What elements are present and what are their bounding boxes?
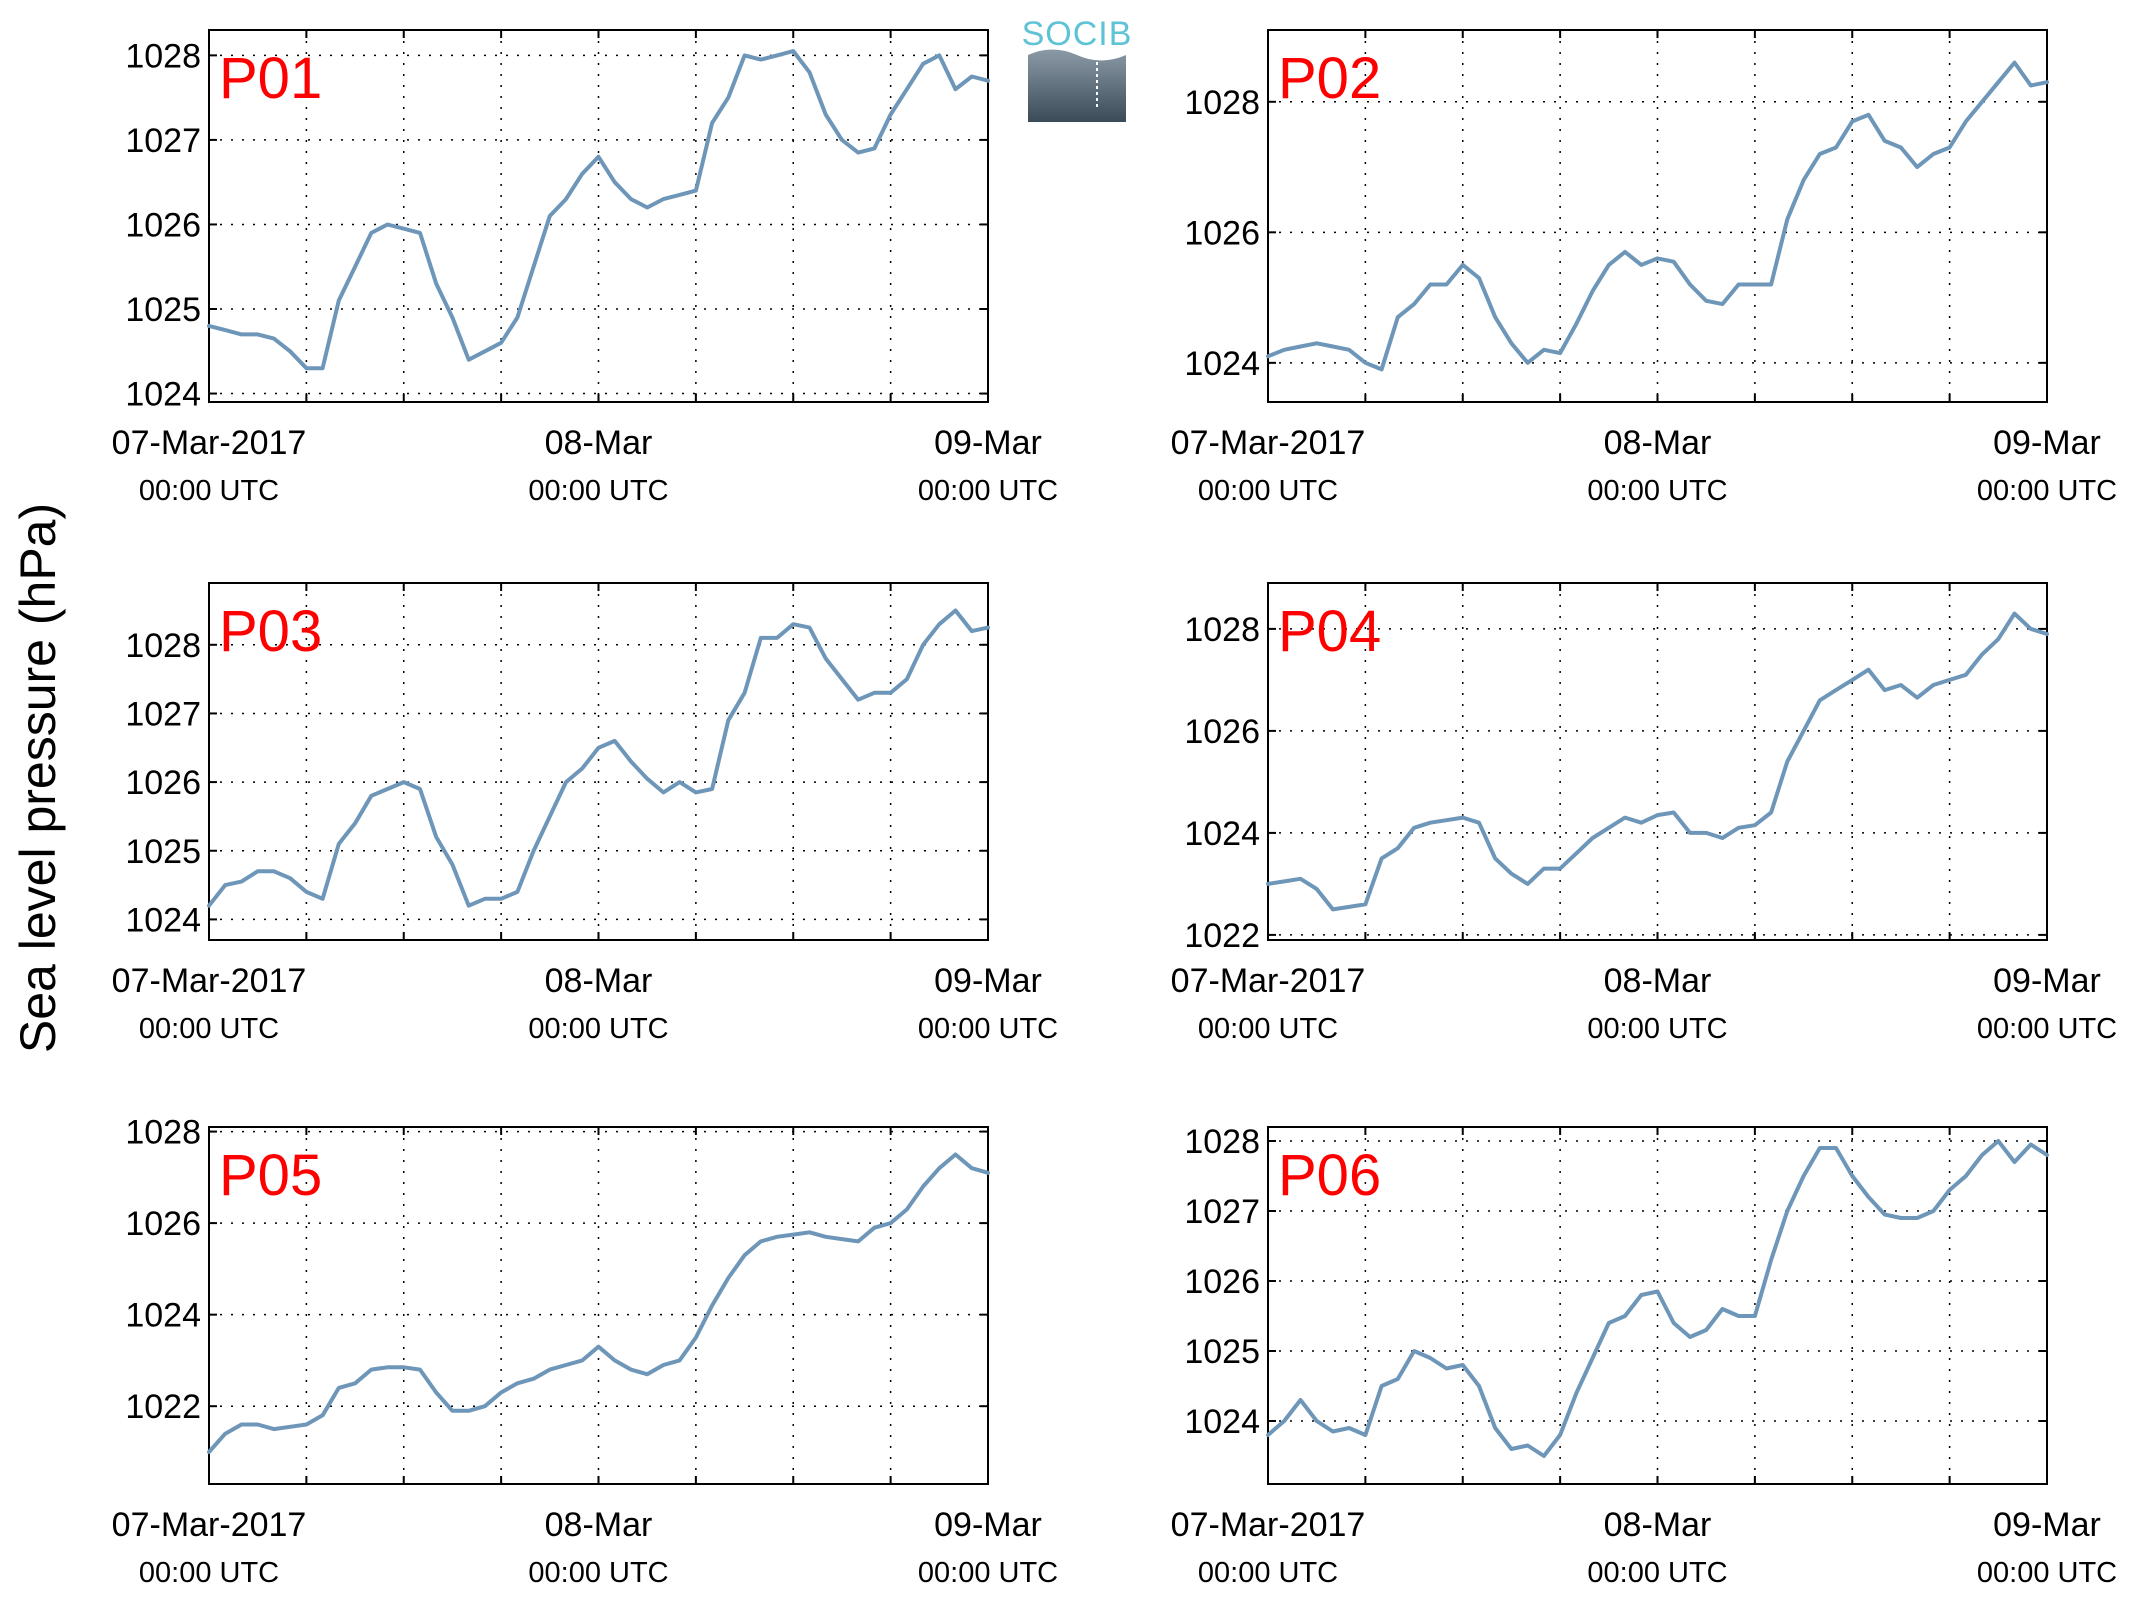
panel-p01-xtick-label: 07-Mar-2017 <box>112 424 307 462</box>
panel-p04-label: P04 <box>1278 599 1381 664</box>
panel-p03: 1024 1025 1026 1027 1028 07-Mar-2017 00:00 UTC… <box>112 582 1058 1045</box>
panels-group: 1024 1025 1026 1027 1028 07-Mar-2017 00:00 UTC… <box>112 29 2117 1589</box>
panel-p01-xtick-sublabel: 00:00 UTC <box>528 475 668 507</box>
panel-p03-xtick-sublabel: 00:00 UTC <box>139 1013 279 1045</box>
panel-p06-label: P06 <box>1278 1143 1381 1208</box>
panel-p03-xtick-label: 07-Mar-2017 <box>112 962 307 1000</box>
panel-p05-ytick-label: 1022 <box>125 1388 201 1426</box>
panel-p05-xtick-label: 09-Mar <box>934 1506 1042 1544</box>
panel-p03-ytick-label: 1024 <box>125 901 201 939</box>
panel-p03-xtick-sublabel: 00:00 UTC <box>918 1013 1058 1045</box>
panel-p02-xtick-label: 08-Mar <box>1604 424 1712 462</box>
panel-p05-xtick-label: 08-Mar <box>545 1506 653 1544</box>
panel-p06-ytick-label: 1028 <box>1184 1123 1260 1161</box>
socib-logo: SOCIB <box>1022 15 1133 122</box>
panel-p03-label: P03 <box>219 599 322 664</box>
panel-p01: 1024 1025 1026 1027 1028 07-Mar-2017 00:00 UTC… <box>112 29 1058 507</box>
panel-p02-xtick-label: 09-Mar <box>1993 424 2101 462</box>
panel-p02-xtick-sublabel: 00:00 UTC <box>1587 475 1727 507</box>
panel-p05-ytick-label: 1024 <box>125 1297 201 1335</box>
panel-p01-ytick-label: 1027 <box>125 122 201 160</box>
panel-p06-xtick-label: 07-Mar-2017 <box>1171 1506 1366 1544</box>
panel-p01-ytick-label: 1024 <box>125 376 201 414</box>
panel-p03-ytick-label: 1025 <box>125 833 201 871</box>
panel-p05-label: P05 <box>219 1143 322 1208</box>
panel-p04-series-line <box>1266 611 2049 912</box>
panel-p04-ytick-label: 1022 <box>1184 917 1260 955</box>
panel-p03-ytick-label: 1028 <box>125 627 201 665</box>
panel-p04-ytick-label: 1024 <box>1184 815 1260 853</box>
panel-p05-ytick-label: 1026 <box>125 1205 201 1243</box>
panel-p04-axes-frame <box>1267 582 2048 941</box>
panel-p04-xtick-sublabel: 00:00 UTC <box>1198 1013 1338 1045</box>
panel-p02-series-line <box>1266 60 2049 372</box>
panel-p05-series-line <box>207 1152 990 1454</box>
panel-p01-xtick-sublabel: 00:00 UTC <box>918 475 1058 507</box>
panel-p05-xtick-sublabel: 00:00 UTC <box>918 1557 1058 1589</box>
panel-p06-xtick-sublabel: 00:00 UTC <box>1977 1557 2117 1589</box>
panel-p06-ytick-label: 1027 <box>1184 1193 1260 1231</box>
panel-p04-xtick-sublabel: 00:00 UTC <box>1977 1013 2117 1045</box>
panel-p02-ytick-label: 1026 <box>1184 214 1260 252</box>
panel-p02-ytick-label: 1028 <box>1184 84 1260 122</box>
panel-p04-xtick-label: 08-Mar <box>1604 962 1712 1000</box>
panel-p03-ytick-label: 1027 <box>125 695 201 733</box>
panel-p05-ytick-label: 1028 <box>125 1114 201 1152</box>
panel-p03-xtick-label: 09-Mar <box>934 962 1042 1000</box>
panel-p01-xtick-label: 08-Mar <box>545 424 653 462</box>
panel-p05: 1022 1024 1026 1028 07-Mar-2017 00:00 UTC 08-M… <box>112 1114 1058 1589</box>
panel-p03-xtick-sublabel: 00:00 UTC <box>528 1013 668 1045</box>
panel-p04-xtick-label: 07-Mar-2017 <box>1171 962 1366 1000</box>
panel-p03-series-line <box>207 608 990 908</box>
panel-p06-ytick-label: 1025 <box>1184 1333 1260 1371</box>
panel-p06-xtick-label: 08-Mar <box>1604 1506 1712 1544</box>
svg-text:SOCIB: SOCIB <box>1022 15 1133 53</box>
panel-p06-axes-frame <box>1267 1126 2048 1485</box>
panel-p06-ytick-label: 1026 <box>1184 1263 1260 1301</box>
panel-p04-xtick-label: 09-Mar <box>1993 962 2101 1000</box>
panel-p02-xtick-sublabel: 00:00 UTC <box>1198 475 1338 507</box>
panel-p03-xtick-label: 08-Mar <box>545 962 653 1000</box>
shared-y-axis-label: Sea level pressure (hPa) <box>10 503 66 1053</box>
panel-p02-xtick-sublabel: 00:00 UTC <box>1977 475 2117 507</box>
panel-p05-xtick-sublabel: 00:00 UTC <box>139 1557 279 1589</box>
panel-p04-xtick-sublabel: 00:00 UTC <box>1587 1013 1727 1045</box>
panel-p04: 1022 1024 1026 1028 07-Mar-2017 00:00 UTC 08-M… <box>1171 582 2117 1045</box>
panel-p02-ytick-label: 1024 <box>1184 345 1260 383</box>
panel-p01-xtick-sublabel: 00:00 UTC <box>139 475 279 507</box>
panel-p03-ytick-label: 1026 <box>125 764 201 802</box>
panel-p06-xtick-sublabel: 00:00 UTC <box>1198 1557 1338 1589</box>
panel-p05-axes-frame <box>208 1126 989 1485</box>
panel-p06-xtick-label: 09-Mar <box>1993 1506 2101 1544</box>
panel-p05-xtick-sublabel: 00:00 UTC <box>528 1557 668 1589</box>
panel-p04-ytick-label: 1028 <box>1184 611 1260 649</box>
panel-p01-xtick-label: 09-Mar <box>934 424 1042 462</box>
panel-p06-xtick-sublabel: 00:00 UTC <box>1587 1557 1727 1589</box>
panel-p05-xtick-label: 07-Mar-2017 <box>112 1506 307 1544</box>
panel-p02-label: P02 <box>1278 46 1381 111</box>
panel-p02-xtick-label: 07-Mar-2017 <box>1171 424 1366 462</box>
panel-p06: 1024 1025 1026 1027 1028 07-Mar-2017 00:00 UTC… <box>1171 1123 2117 1589</box>
panel-p01-series-line <box>207 49 990 371</box>
panel-p06-ytick-label: 1024 <box>1184 1403 1260 1441</box>
panel-p04-ytick-label: 1026 <box>1184 713 1260 751</box>
panel-p01-label: P01 <box>219 46 322 111</box>
panel-p01-ytick-label: 1026 <box>125 206 201 244</box>
panel-p06-series-line <box>1266 1139 2049 1458</box>
panel-p01-ytick-label: 1025 <box>125 291 201 329</box>
panel-p02: 1024 1026 1028 07-Mar-2017 00:00 UTC 08-Mar 00… <box>1171 29 2117 507</box>
panel-p01-ytick-label: 1028 <box>125 37 201 75</box>
